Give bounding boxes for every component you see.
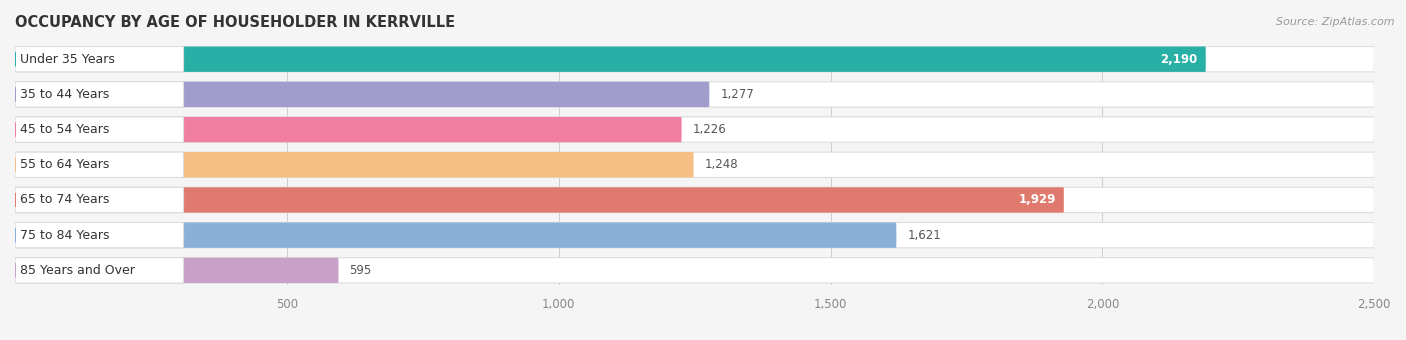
FancyBboxPatch shape <box>15 117 682 142</box>
FancyBboxPatch shape <box>15 117 1374 142</box>
Text: Source: ZipAtlas.com: Source: ZipAtlas.com <box>1277 17 1395 27</box>
Text: Under 35 Years: Under 35 Years <box>20 53 114 66</box>
Text: 1,226: 1,226 <box>693 123 727 136</box>
Text: 55 to 64 Years: 55 to 64 Years <box>20 158 108 171</box>
Text: 1,277: 1,277 <box>720 88 754 101</box>
Text: OCCUPANCY BY AGE OF HOUSEHOLDER IN KERRVILLE: OCCUPANCY BY AGE OF HOUSEHOLDER IN KERRV… <box>15 15 456 30</box>
FancyBboxPatch shape <box>15 187 184 212</box>
FancyBboxPatch shape <box>15 117 184 142</box>
FancyBboxPatch shape <box>15 258 339 283</box>
Text: 35 to 44 Years: 35 to 44 Years <box>20 88 108 101</box>
Text: 595: 595 <box>349 264 371 277</box>
FancyBboxPatch shape <box>15 187 1374 212</box>
FancyBboxPatch shape <box>15 222 1374 248</box>
Text: 75 to 84 Years: 75 to 84 Years <box>20 229 110 242</box>
FancyBboxPatch shape <box>15 187 1064 212</box>
FancyBboxPatch shape <box>15 258 184 283</box>
FancyBboxPatch shape <box>15 82 1374 107</box>
Text: 85 Years and Over: 85 Years and Over <box>20 264 135 277</box>
Text: 1,248: 1,248 <box>704 158 738 171</box>
Text: 2,190: 2,190 <box>1160 53 1198 66</box>
Text: 45 to 54 Years: 45 to 54 Years <box>20 123 108 136</box>
Text: 1,929: 1,929 <box>1018 193 1056 206</box>
FancyBboxPatch shape <box>15 47 1374 72</box>
FancyBboxPatch shape <box>15 152 184 177</box>
FancyBboxPatch shape <box>15 152 693 177</box>
FancyBboxPatch shape <box>15 222 897 248</box>
FancyBboxPatch shape <box>15 47 1206 72</box>
FancyBboxPatch shape <box>15 82 710 107</box>
FancyBboxPatch shape <box>15 152 1374 177</box>
Text: 1,621: 1,621 <box>907 229 941 242</box>
FancyBboxPatch shape <box>15 222 184 248</box>
FancyBboxPatch shape <box>15 47 184 72</box>
Text: 65 to 74 Years: 65 to 74 Years <box>20 193 108 206</box>
FancyBboxPatch shape <box>15 82 184 107</box>
FancyBboxPatch shape <box>15 258 1374 283</box>
